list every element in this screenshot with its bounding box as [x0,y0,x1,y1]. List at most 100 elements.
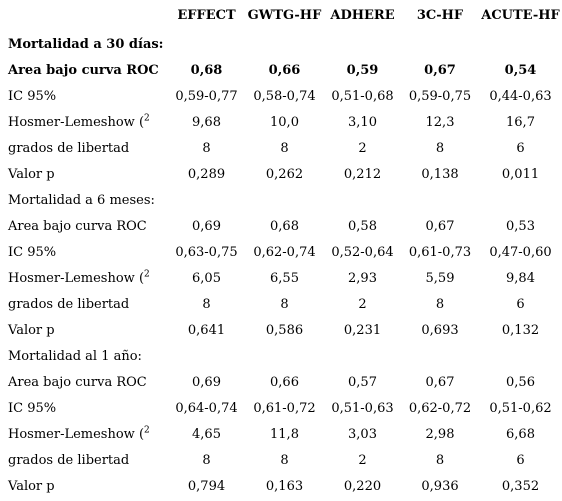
cell-effect: 9,68 [192,114,221,130]
row-label-text: Valor p [8,166,55,182]
cell-effect: 0,64-0,74 [175,400,238,416]
cell-effect [168,187,245,213]
row-label: Mortalidad a 30 días: [0,31,168,57]
cell-gwtg-hf: 0,586 [265,322,304,338]
table-row: Hosmer-Lemeshow (2 4,65 11,8 3,03 2,98 6,68 [0,421,562,447]
cell-gwtg-hf: 0,68 [270,218,299,234]
cell-gwtg-hf: 8 [280,452,289,468]
cell-adhere: 2 [358,452,367,468]
row-label: grados de libertad [0,447,168,473]
row-label: Area bajo curva ROC [0,213,168,239]
row-label: grados de libertad [0,291,168,317]
cell-effect: 0,63-0,75 [175,244,238,260]
cell-acute-hf [479,31,562,57]
row-label: IC 95% [0,239,168,265]
cell-3c-hf: 0,67 [424,62,456,78]
row-label-text: Hosmer-Lemeshow ( [8,114,145,130]
table-row: IC 95% 0,64-0,74 0,61-0,72 0,51-0,63 0,62-0,… [0,395,562,421]
table-body: Mortalidad a 30 días: Area bajo curva ROC… [0,31,562,499]
table-row: Mortalidad al 1 año: [0,343,562,369]
cell-effect: 0,289 [187,166,226,182]
row-label: Valor p [0,161,168,187]
cell-gwtg-hf [245,187,324,213]
cell-acute-hf: 0,352 [501,478,540,494]
row-label-text: grados de libertad [8,140,130,156]
cell-acute-hf: 0,011 [501,166,540,182]
cell-acute-hf: 6 [516,296,525,312]
table-row: grados de libertad 8 8 2 8 6 [0,291,562,317]
table-row: Mortalidad a 30 días: [0,31,562,57]
cell-effect: 6,05 [192,270,221,286]
cell-effect [168,31,245,57]
cell-acute-hf: 0,132 [501,322,540,338]
cell-adhere: 0,52-0,64 [331,244,394,260]
header-3c-hf: 3C-HF [416,8,464,23]
cell-acute-hf: 0,44-0,63 [489,88,552,104]
cell-gwtg-hf: 8 [280,140,289,156]
cell-adhere: 0,220 [343,478,382,494]
cell-adhere [324,31,401,57]
cell-effect: 0,794 [187,478,226,494]
cell-effect: 8 [202,296,211,312]
row-label-superscript: 2 [144,425,150,436]
cell-effect: 0,69 [192,374,221,390]
cell-gwtg-hf: 0,62-0,74 [253,244,316,260]
row-label-text: Mortalidad al 1 año: [8,348,142,364]
cell-acute-hf: 0,53 [506,218,535,234]
row-label-text: IC 95% [8,400,57,416]
row-label: Valor p [0,473,168,499]
row-label: Hosmer-Lemeshow (2 [0,421,168,447]
cell-gwtg-hf [245,31,324,57]
cell-effect [168,343,245,369]
cell-gwtg-hf: 0,262 [265,166,304,182]
cell-gwtg-hf: 0,163 [265,478,304,494]
header-effect: EFFECT [177,8,236,23]
row-label-superscript: 2 [144,269,150,280]
cell-3c-hf: 0,59-0,75 [408,88,472,104]
row-label-text: Hosmer-Lemeshow ( [8,426,145,442]
table-row: Valor p 0,641 0,586 0,231 0,693 0,132 [0,317,562,343]
row-label-text: grados de libertad [8,296,130,312]
cell-acute-hf: 0,51-0,62 [489,400,552,416]
row-label-text: IC 95% [8,244,57,260]
cell-adhere [324,343,401,369]
cell-3c-hf [401,31,479,57]
cell-adhere: 3,10 [348,114,377,130]
cell-adhere: 0,231 [343,322,382,338]
cell-acute-hf: 6 [516,140,525,156]
cell-3c-hf: 0,936 [421,478,459,494]
cell-gwtg-hf: 8 [280,296,289,312]
row-label: Area bajo curva ROC [0,369,168,395]
row-label-text: Valor p [8,478,55,494]
row-label-text: Mortalidad a 6 meses: [8,192,155,208]
cell-gwtg-hf: 0,66 [270,374,299,390]
cell-acute-hf [479,343,562,369]
table-row: Valor p 0,794 0,163 0,220 0,936 0,352 [0,473,562,499]
cell-3c-hf [401,187,479,213]
row-label-text: Area bajo curva ROC [8,374,147,390]
cell-acute-hf: 9,84 [506,270,535,286]
cell-effect: 0,69 [192,218,221,234]
table-row: grados de libertad 8 8 2 8 6 [0,135,562,161]
table-row: IC 95% 0,63-0,75 0,62-0,74 0,52-0,64 0,61-0,… [0,239,562,265]
cell-3c-hf [401,343,479,369]
cell-gwtg-hf: 10,0 [270,114,299,130]
cell-adhere: 0,212 [343,166,382,182]
table-row: IC 95% 0,59-0,77 0,58-0,74 0,51-0,68 0,59-0,… [0,83,562,109]
header-blank [0,0,168,31]
cell-3c-hf: 0,67 [425,374,455,390]
cell-3c-hf: 0,67 [425,218,455,234]
cell-gwtg-hf: 0,61-0,72 [253,400,316,416]
cell-acute-hf: 0,54 [504,62,537,78]
cell-gwtg-hf: 6,55 [270,270,299,286]
row-label: IC 95% [0,83,168,109]
table-row: Valor p 0,289 0,262 0,212 0,138 0,011 [0,161,562,187]
row-label: IC 95% [0,395,168,421]
header-gwtg-hf: GWTG-HF [247,8,322,23]
cell-adhere: 0,51-0,63 [331,400,394,416]
cell-adhere: 0,51-0,68 [331,88,394,104]
row-label-text: Hosmer-Lemeshow ( [8,270,145,286]
cell-3c-hf: 0,61-0,73 [408,244,472,260]
cell-3c-hf: 0,62-0,72 [408,400,472,416]
